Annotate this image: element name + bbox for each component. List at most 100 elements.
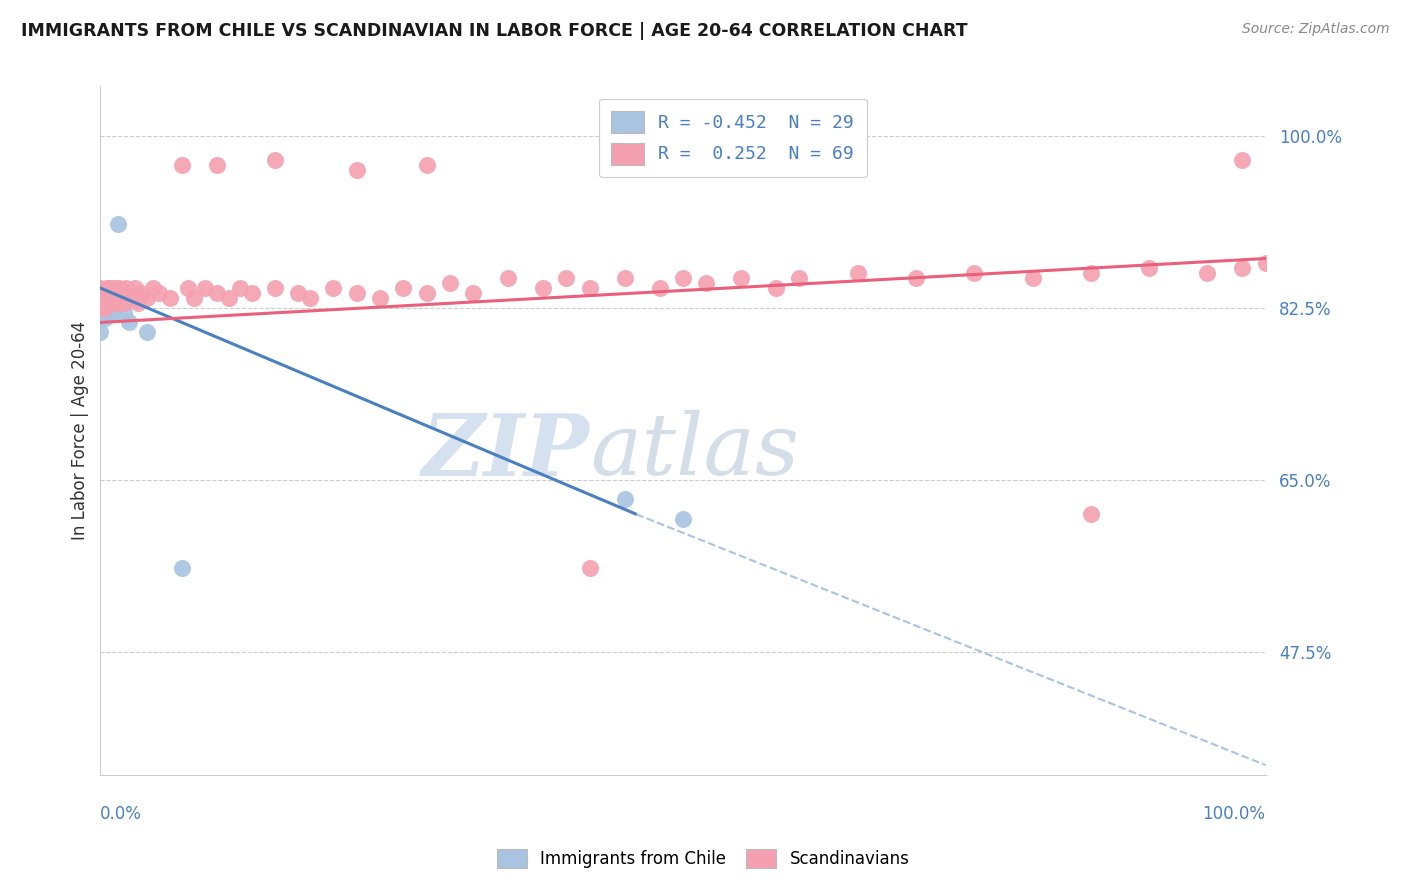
Point xyxy=(112,295,135,310)
Point xyxy=(136,326,159,340)
Point xyxy=(101,291,124,305)
Point xyxy=(124,281,146,295)
Point xyxy=(103,295,125,310)
Point xyxy=(463,285,485,300)
Point xyxy=(101,285,124,300)
Y-axis label: In Labor Force | Age 20-64: In Labor Force | Age 20-64 xyxy=(72,321,89,541)
Point xyxy=(322,281,344,295)
Point xyxy=(142,281,165,295)
Point xyxy=(91,291,114,305)
Point xyxy=(101,291,124,305)
Point xyxy=(205,158,228,172)
Point xyxy=(170,158,193,172)
Point xyxy=(1021,271,1043,285)
Point xyxy=(531,281,554,295)
Point xyxy=(89,326,111,340)
Point xyxy=(578,281,600,295)
Point xyxy=(1080,508,1102,522)
Point xyxy=(205,285,228,300)
Text: 0.0%: 0.0% xyxy=(100,805,142,823)
Point xyxy=(695,276,717,290)
Point xyxy=(91,291,114,305)
Point xyxy=(97,291,120,305)
Point xyxy=(108,281,131,295)
Point xyxy=(93,285,115,300)
Point xyxy=(346,285,368,300)
Point xyxy=(97,305,120,319)
Point xyxy=(287,285,309,300)
Point xyxy=(129,285,152,300)
Point xyxy=(115,281,138,295)
Point xyxy=(118,315,141,329)
Point xyxy=(107,217,129,231)
Point xyxy=(613,271,636,285)
Point xyxy=(89,301,111,315)
Point xyxy=(555,271,578,285)
Text: 100.0%: 100.0% xyxy=(1202,805,1265,823)
Point xyxy=(136,291,159,305)
Point xyxy=(765,281,787,295)
Point xyxy=(96,291,118,305)
Point xyxy=(218,291,240,305)
Text: ZIP: ZIP xyxy=(422,409,589,493)
Legend: Immigrants from Chile, Scandinavians: Immigrants from Chile, Scandinavians xyxy=(491,843,915,875)
Point xyxy=(110,291,132,305)
Point xyxy=(613,153,636,168)
Point xyxy=(846,266,869,280)
Point xyxy=(101,281,124,295)
Point xyxy=(672,512,695,526)
Point xyxy=(765,158,787,172)
Point xyxy=(96,305,118,319)
Point xyxy=(96,295,118,310)
Point xyxy=(1254,256,1277,270)
Point xyxy=(98,301,121,315)
Text: Source: ZipAtlas.com: Source: ZipAtlas.com xyxy=(1241,22,1389,37)
Legend: R = -0.452  N = 29, R =  0.252  N = 69: R = -0.452 N = 29, R = 0.252 N = 69 xyxy=(599,99,866,178)
Text: atlas: atlas xyxy=(589,410,799,492)
Point xyxy=(110,295,132,310)
Point xyxy=(96,285,118,300)
Point xyxy=(264,281,287,295)
Point xyxy=(170,561,193,575)
Point xyxy=(905,271,928,285)
Point xyxy=(101,291,124,305)
Point xyxy=(194,281,217,295)
Point xyxy=(100,295,122,310)
Point xyxy=(1080,266,1102,280)
Point xyxy=(103,291,125,305)
Point xyxy=(415,285,437,300)
Point xyxy=(613,492,636,507)
Point xyxy=(98,295,121,310)
Point xyxy=(118,285,141,300)
Point xyxy=(101,305,124,319)
Point xyxy=(1137,261,1160,276)
Point xyxy=(89,281,111,295)
Point xyxy=(112,305,135,319)
Point xyxy=(96,281,118,295)
Point xyxy=(107,295,129,310)
Point xyxy=(672,271,695,285)
Point xyxy=(1232,261,1254,276)
Point xyxy=(148,285,170,300)
Point xyxy=(93,301,115,315)
Text: IMMIGRANTS FROM CHILE VS SCANDINAVIAN IN LABOR FORCE | AGE 20-64 CORRELATION CHA: IMMIGRANTS FROM CHILE VS SCANDINAVIAN IN… xyxy=(21,22,967,40)
Point xyxy=(89,285,111,300)
Point xyxy=(122,291,145,305)
Point xyxy=(159,291,181,305)
Point xyxy=(730,271,752,285)
Point xyxy=(183,291,205,305)
Point xyxy=(496,271,519,285)
Point xyxy=(1197,266,1219,280)
Point xyxy=(104,301,127,315)
Point xyxy=(98,285,121,300)
Point xyxy=(104,281,127,295)
Point xyxy=(94,301,117,315)
Point xyxy=(789,271,811,285)
Point xyxy=(264,153,287,168)
Point xyxy=(107,285,129,300)
Point xyxy=(439,276,461,290)
Point xyxy=(101,295,124,310)
Point xyxy=(1232,153,1254,168)
Point xyxy=(648,281,671,295)
Point xyxy=(89,305,111,319)
